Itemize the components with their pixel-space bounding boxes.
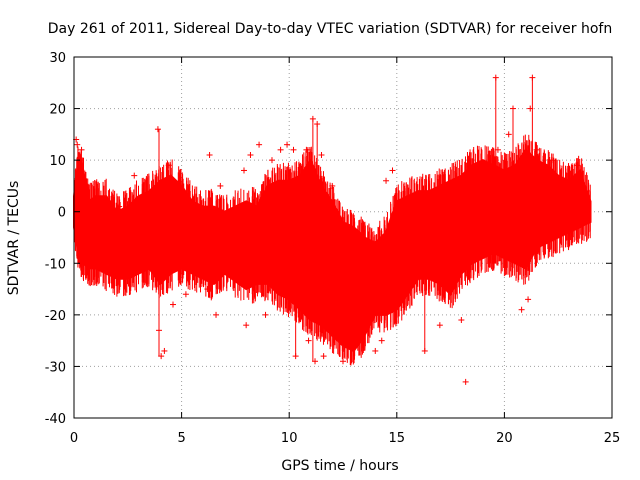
data-point bbox=[303, 146, 310, 153]
data-point bbox=[389, 167, 396, 174]
data-point bbox=[494, 146, 501, 153]
data-point bbox=[161, 347, 168, 354]
data-point bbox=[204, 286, 211, 293]
data-point bbox=[180, 188, 187, 195]
data-point bbox=[309, 115, 316, 122]
data-point bbox=[340, 358, 346, 365]
data-point bbox=[320, 353, 327, 360]
x-axis-label: GPS time / hours bbox=[281, 458, 398, 474]
data-point bbox=[131, 172, 138, 179]
data-point bbox=[574, 162, 581, 169]
data-point bbox=[165, 162, 172, 169]
data-point bbox=[284, 141, 291, 148]
plot-frame bbox=[73, 56, 613, 419]
data-point bbox=[182, 291, 189, 298]
data-point bbox=[268, 157, 275, 164]
data-point bbox=[492, 74, 499, 81]
data-point bbox=[329, 182, 336, 189]
data-point bbox=[116, 203, 123, 210]
data-point bbox=[241, 167, 248, 174]
data-point bbox=[314, 121, 321, 128]
data-point bbox=[262, 311, 269, 318]
data-point bbox=[383, 177, 390, 184]
x-tick-label: 10 bbox=[281, 431, 298, 446]
data-point bbox=[458, 317, 465, 324]
data-point bbox=[510, 105, 517, 112]
data-point bbox=[548, 157, 555, 164]
data-point bbox=[277, 146, 284, 153]
x-tick-label: 25 bbox=[604, 431, 621, 446]
data-point bbox=[318, 151, 325, 158]
data-point bbox=[378, 337, 385, 344]
data-point bbox=[154, 126, 161, 133]
data-point bbox=[527, 105, 534, 112]
data-point bbox=[217, 182, 224, 189]
data-point bbox=[290, 146, 297, 153]
data-point bbox=[243, 322, 250, 329]
y-tick-label: -20 bbox=[45, 309, 66, 324]
y-tick-label: 0 bbox=[58, 206, 66, 221]
y-axis-label: SDTVAR / TECUs bbox=[6, 181, 22, 296]
data-point bbox=[256, 141, 263, 148]
plot-border bbox=[73, 56, 613, 419]
data-point bbox=[518, 306, 525, 313]
y-tick-label: -10 bbox=[45, 257, 66, 272]
data-point bbox=[247, 151, 254, 158]
y-tick-label: 10 bbox=[49, 154, 66, 169]
data-point bbox=[583, 188, 590, 195]
data-point bbox=[525, 296, 532, 303]
data-point bbox=[158, 353, 165, 360]
x-tick-label: 5 bbox=[177, 431, 185, 446]
axis-ticks: 0 5 10 15 20 25 -40 -30 -20 -10 0 10 20 30 bbox=[45, 51, 621, 446]
data-point bbox=[529, 74, 536, 81]
y-tick-label: -40 bbox=[45, 412, 66, 427]
data-point bbox=[78, 146, 85, 153]
data-point bbox=[305, 337, 312, 344]
y-tick-label: 30 bbox=[49, 51, 66, 66]
data-point bbox=[372, 347, 379, 354]
data-point bbox=[421, 347, 428, 354]
data-series bbox=[73, 74, 592, 385]
x-tick-label: 15 bbox=[389, 431, 406, 446]
data-point bbox=[74, 141, 81, 148]
data-point bbox=[169, 301, 176, 308]
x-tick-label: 20 bbox=[496, 431, 513, 446]
data-point bbox=[213, 311, 220, 318]
x-tick-label: 0 bbox=[70, 431, 78, 446]
data-point bbox=[292, 353, 299, 360]
data-point bbox=[156, 327, 163, 334]
data-point bbox=[505, 131, 512, 138]
data-point bbox=[533, 146, 540, 153]
data-point bbox=[206, 151, 213, 158]
y-tick-label: -30 bbox=[45, 360, 66, 375]
data-point bbox=[312, 358, 319, 365]
data-point bbox=[462, 378, 469, 385]
chart-title: Day 261 of 2011, Sidereal Day-to-day VTE… bbox=[48, 21, 612, 37]
y-tick-label: 20 bbox=[49, 103, 66, 118]
data-point bbox=[436, 322, 443, 329]
